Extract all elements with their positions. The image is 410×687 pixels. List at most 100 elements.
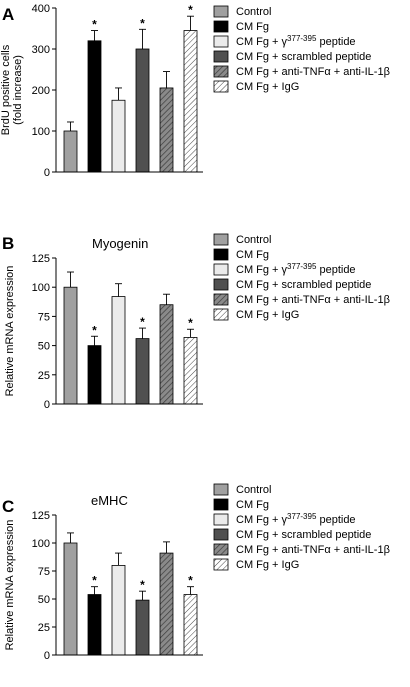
legend-label: CM Fg + anti-TNFα + anti-IL-1β [236,294,390,306]
bar [135,48,150,173]
significance-star: * [140,578,145,592]
legend-label: CM Fg + scrambled peptide [236,529,371,541]
significance-star: * [188,574,193,588]
legend-label: CM Fg [236,499,269,511]
legend-label: Control [236,484,271,496]
bar [63,130,78,173]
bar [87,345,102,405]
y-axis-label: BrdU positive cells (fold increase) [0,44,24,135]
legend-swatch [213,233,229,246]
y-axis-label-line: (fold increase) [12,55,24,125]
legend-label: CM Fg + scrambled peptide [236,51,371,63]
bar [183,594,198,656]
bar [111,565,126,656]
bar [159,87,174,173]
y-tick-label: 125 [32,510,50,522]
y-axis-label-line: Relative mRNA expression [4,266,16,397]
legend-label: CM Fg + γ377-395 peptide [236,512,356,526]
legend-swatch [213,293,229,306]
y-tick-label: 200 [32,85,50,97]
y-tick-label: 0 [44,399,50,411]
bar [159,552,174,656]
panels-layer: A BrdU positive cells (fold increase) * * * 0 1… [0,3,390,662]
y-tick-label: 100 [32,126,50,138]
legend-label: CM Fg + anti-TNFα + anti-IL-1β [236,544,390,556]
y-tick-label: 400 [32,3,50,15]
legend-swatch [213,35,229,48]
panel-title: eMHC [91,493,128,508]
significance-star: * [188,316,193,330]
y-tick-label: 0 [44,167,50,179]
panel-B: B Myogenin Relative mRNA expression * * * 0 25 5… [2,233,390,411]
y-tick-label: 50 [38,594,50,606]
bar [135,338,150,405]
significance-star: * [140,315,145,329]
legend-swatch [213,558,229,571]
bar [87,594,102,656]
panel-letter: A [2,5,14,24]
y-axis-label: Relative mRNA expression [4,520,16,651]
y-tick-label: 125 [32,253,50,265]
legend-label: CM Fg + γ377-395 peptide [236,262,356,276]
bar [159,304,174,405]
panel-A: A BrdU positive cells (fold increase) * * * 0 1… [0,3,390,179]
legend-swatch [213,5,229,18]
significance-star: * [92,574,97,588]
bar [111,296,126,405]
bar [63,286,78,405]
y-tick-label: 75 [38,311,50,323]
legend-swatch [213,498,229,511]
legend-label: CM Fg + γ377-395 peptide [236,34,356,48]
legend-swatch [213,308,229,321]
y-tick-label: 100 [32,538,50,550]
legend-swatch [213,278,229,291]
y-tick-label: 0 [44,650,50,662]
bar [183,337,198,405]
bar [183,30,198,173]
legend-swatch [213,543,229,556]
legend-swatch [213,80,229,93]
legend-label: Control [236,234,271,246]
legend-swatch [213,483,229,496]
y-tick-label: 25 [38,622,50,634]
y-tick-label: 25 [38,370,50,382]
y-tick-label: 50 [38,341,50,353]
significance-star: * [188,3,193,17]
bar [135,599,150,656]
y-tick-label: 100 [32,282,50,294]
legend-label: CM Fg + scrambled peptide [236,279,371,291]
legend-swatch [213,65,229,78]
significance-star: * [140,16,145,30]
y-axis-label-line: BrdU positive cells [0,44,12,135]
legend-label: CM Fg + IgG [236,81,299,93]
y-tick-label: 75 [38,566,50,578]
legend-swatch [213,248,229,261]
bar [63,542,78,656]
legend-label: CM Fg [236,249,269,261]
legend-label: Control [236,6,271,18]
bar [111,99,126,173]
legend-swatch [213,50,229,63]
legend-swatch [213,20,229,33]
legend-swatch [213,513,229,526]
y-tick-label: 300 [32,44,50,56]
significance-star: * [92,18,97,32]
y-axis-label: Relative mRNA expression [4,266,16,397]
bar [87,40,102,173]
legend-label: CM Fg + anti-TNFα + anti-IL-1β [236,66,390,78]
legend-label: CM Fg + IgG [236,559,299,571]
panel-title: Myogenin [92,236,148,251]
legend-label: CM Fg [236,21,269,33]
legend-swatch [213,263,229,276]
legend-label: CM Fg + IgG [236,309,299,321]
panel-letter: C [2,497,14,516]
significance-star: * [92,323,97,337]
y-axis-label-line: Relative mRNA expression [4,520,16,651]
legend-swatch [213,528,229,541]
panel-letter: B [2,234,14,253]
